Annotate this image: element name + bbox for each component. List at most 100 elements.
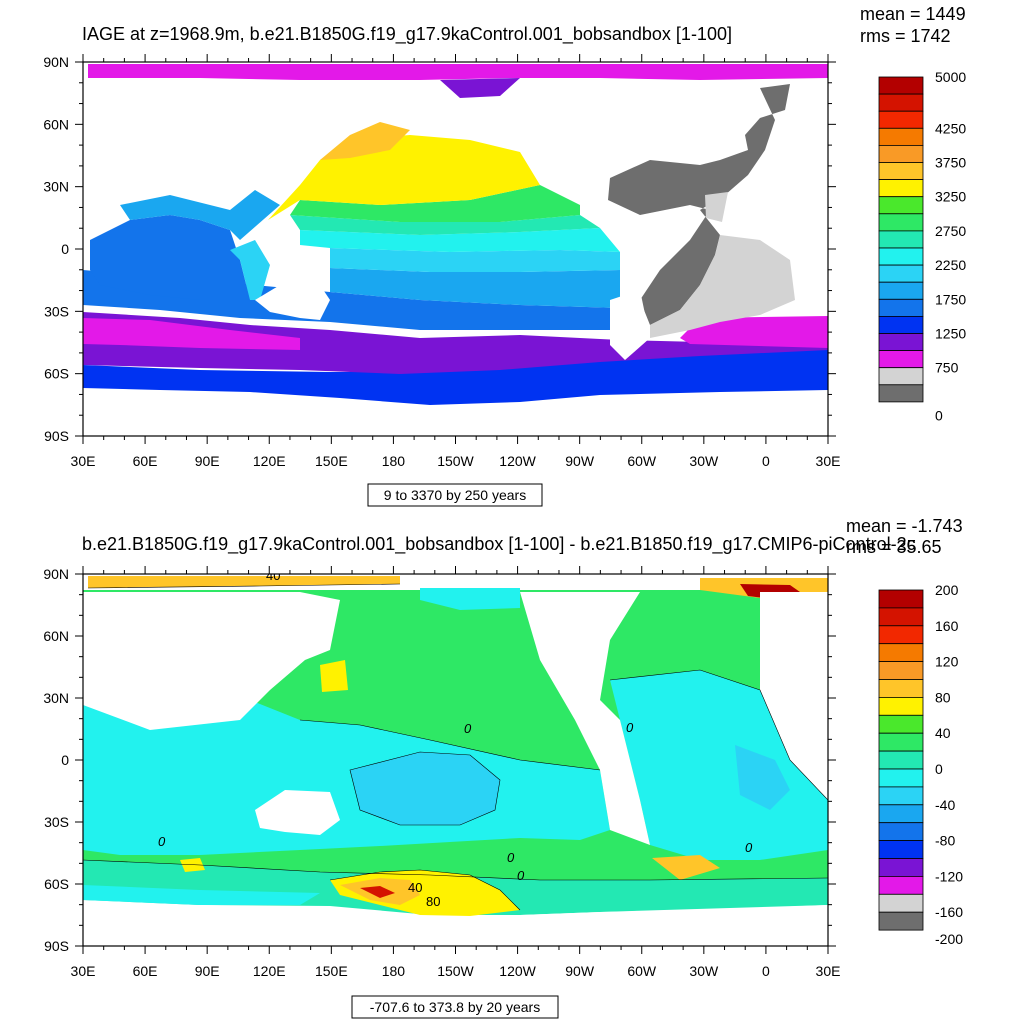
x-tick-label: 0: [762, 453, 770, 469]
panel-difference: b.e21.B1850G.f19_g17.9kaControl.001_bobs…: [43, 516, 963, 1019]
x-tick-label: 0: [762, 963, 770, 979]
colorbar-swatch: [878, 589, 924, 609]
colorbar-swatch: [878, 607, 924, 627]
colorbar-swatch: [878, 679, 924, 698]
colorbar-label: 4250: [935, 120, 966, 136]
diff-land-australia: [255, 790, 340, 835]
panel2-title: b.e21.B1850G.f19_g17.9kaControl.001_bobs…: [82, 534, 916, 555]
panel2-axes: 30E 60E 90E 120E 150E 180 150W 120W 90W 60W 30W 0 30…: [43, 566, 840, 979]
panel-iage: IAGE at z=1968.9m, b.e21.B1850G.f19_g17.…: [43, 4, 966, 507]
colorbar-swatch: [878, 110, 924, 129]
colorbar-label: 1750: [935, 291, 966, 307]
colorbar-label: 0: [935, 761, 943, 777]
diff-contours: [83, 583, 828, 911]
colorbar-swatch: [878, 697, 924, 716]
y-tick-label: 90N: [43, 566, 69, 582]
panel1-range-box: 9 to 3370 by 250 years: [367, 483, 543, 507]
colorbar-swatch: [878, 768, 924, 788]
band-magenta-indian: [83, 318, 300, 350]
panel1-title: IAGE at z=1968.9m, b.e21.B1850G.f19_g17.…: [82, 24, 732, 45]
colorbar-label: 5000: [935, 69, 966, 85]
y-tick-label: 0: [61, 241, 69, 257]
band-cyan: [300, 228, 620, 252]
diff-yellow-patch3: [180, 858, 205, 872]
colorbar-label: 2250: [935, 257, 966, 273]
diff-yellow-patch: [320, 660, 348, 692]
band-arctic: [88, 64, 828, 80]
panel1-map: [83, 64, 828, 405]
colorbar-label: 1250: [935, 326, 966, 342]
band-green: [290, 185, 580, 222]
diff-land-africa: [760, 592, 828, 800]
x-tick-label: 30E: [71, 963, 96, 979]
x-tick-label: 90W: [565, 963, 595, 979]
contour-label: 0: [745, 840, 753, 855]
x-tick-label: 120W: [499, 453, 536, 469]
x-tick-label: 120E: [253, 963, 286, 979]
diff-contour-labels: 40 0 0 0 0 0 40 80 0: [158, 568, 753, 909]
colorbar-swatch: [878, 714, 924, 734]
y-tick-label: 30N: [43, 179, 69, 195]
band-atlantic-dark: [608, 84, 790, 325]
y-tick-label: 90S: [44, 938, 69, 954]
colorbar-label: 40: [935, 725, 951, 741]
colorbar-label: -120: [935, 868, 963, 884]
panel2-range-label: -707.6 to 373.8 by 20 years: [370, 999, 540, 1015]
band-magenta-atl: [680, 316, 828, 348]
diff-land-antarctica: [83, 905, 828, 946]
band-arctic-purple: [440, 78, 520, 98]
contour-label: 0: [517, 868, 525, 883]
colorbar-swatch: [878, 876, 924, 895]
colorbar-label: 200: [935, 582, 959, 598]
y-tick-label: 30S: [44, 303, 69, 319]
panel2-range-box: -707.6 to 373.8 by 20 years: [351, 995, 559, 1019]
colorbar-swatch: [878, 367, 924, 386]
x-tick-label: 120E: [253, 453, 286, 469]
colorbar-swatch: [878, 911, 924, 931]
y-tick-label: 30S: [44, 814, 69, 830]
colorbar-label: -160: [935, 904, 963, 920]
panel2-colorbar: 200 160 120 80 40 0 -40 -80 -120 -160 -200: [878, 582, 963, 947]
colorbar-label: 0: [935, 408, 943, 424]
x-tick-label: 30W: [689, 963, 719, 979]
colorbar-swatch: [878, 315, 924, 334]
colorbar-swatch: [878, 76, 924, 95]
colorbar-swatch: [878, 661, 924, 680]
x-tick-label: 30E: [71, 453, 96, 469]
y-tick-label: 0: [61, 752, 69, 768]
colorbar-swatch: [878, 179, 924, 198]
colorbar-swatch: [878, 840, 924, 859]
x-tick-label: 150W: [437, 453, 474, 469]
x-tick-label: 120W: [499, 963, 536, 979]
colorbar-swatch: [878, 213, 924, 232]
colorbar-swatch: [878, 625, 924, 645]
colorbar-label: 2750: [935, 223, 966, 239]
x-tick-label: 150W: [437, 963, 474, 979]
contour-label: 80: [426, 894, 440, 909]
x-tick-label: 180: [382, 453, 406, 469]
colorbar-swatch: [878, 732, 924, 752]
colorbar-swatch: [878, 144, 924, 163]
x-tick-label: 60E: [133, 453, 158, 469]
colorbar-label: 750: [935, 360, 959, 376]
land-south-america-gap: [610, 290, 650, 360]
contour-label: 40: [408, 880, 422, 895]
diff-lightblue-pac: [350, 752, 500, 825]
contour-label: 40: [266, 568, 280, 583]
panel2-map: 40 0 0 0 0 0 40 80 0: [83, 568, 828, 946]
y-tick-label: 60S: [44, 876, 69, 892]
colorbar-swatch: [878, 247, 924, 266]
colorbar-swatch: [878, 750, 924, 770]
colorbar-swatch: [878, 786, 924, 806]
contour-label: 0: [507, 850, 515, 865]
y-tick-label: 60S: [44, 366, 69, 382]
colorbar-swatch: [878, 281, 924, 300]
colorbar-swatch: [878, 162, 924, 181]
x-tick-label: 150E: [315, 453, 348, 469]
panel2-mean: mean = -1.743: [846, 516, 963, 536]
colorbar-swatch: [878, 264, 924, 283]
x-tick-label: 30E: [816, 963, 841, 979]
panel1-rms: rms = 1742: [860, 26, 951, 46]
diff-land-asia: [83, 592, 340, 730]
band-lightblue-2: [330, 248, 620, 272]
